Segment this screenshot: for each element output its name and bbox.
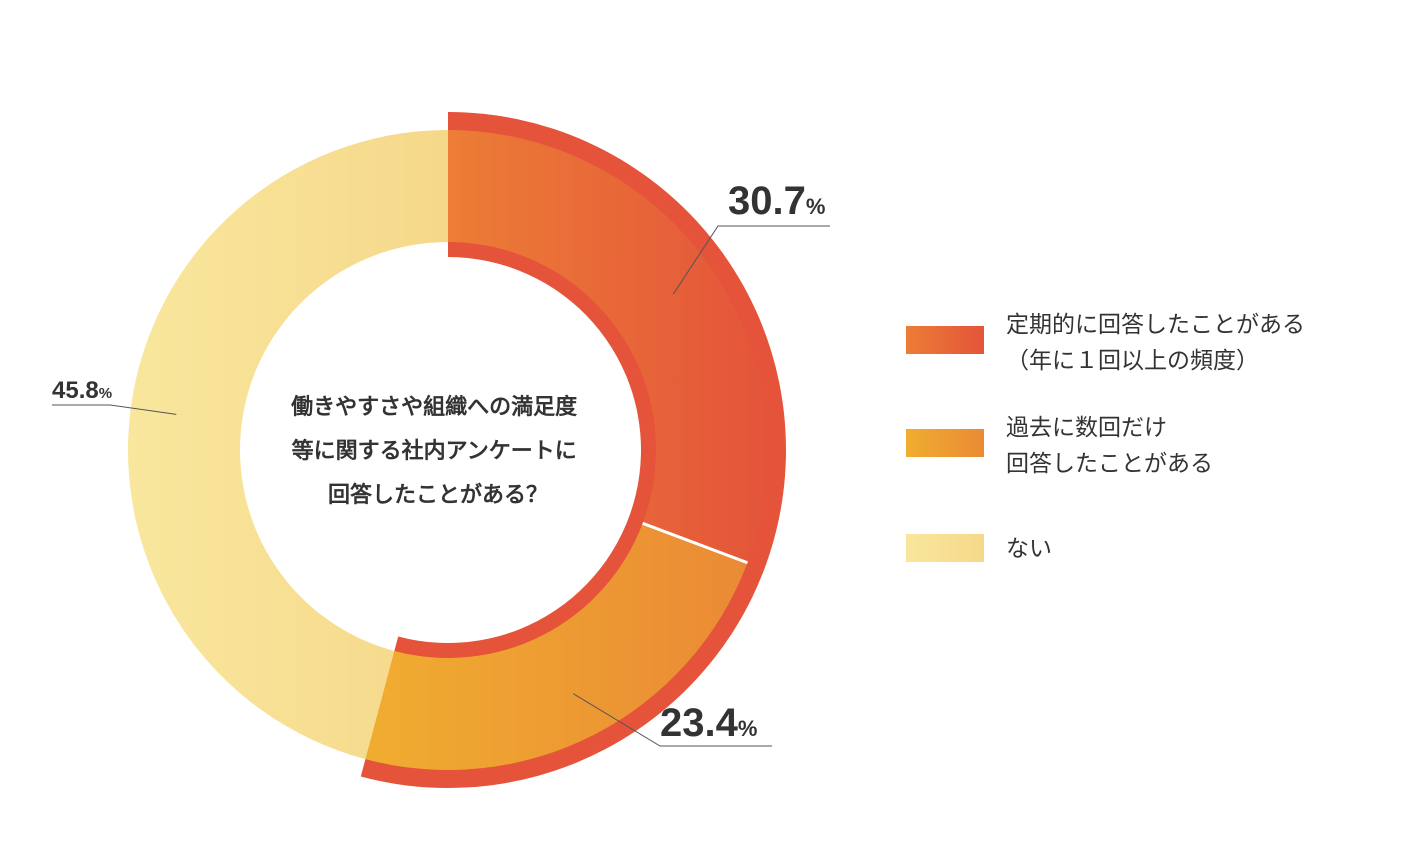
legend-label-1-line-2: （年に１回以上の頻度）: [1006, 348, 1259, 374]
legend-label-2-line-1: 過去に数回だけ: [1006, 415, 1167, 441]
percent-label-3: 45.8%: [52, 377, 112, 404]
percent-unit-2: %: [738, 716, 758, 741]
legend-label-3-line-1: ない: [1006, 536, 1052, 562]
legend-label-2-line-2: 回答したことがある: [1006, 451, 1213, 477]
legend-swatch-1: [906, 326, 984, 354]
leader-line-2: [573, 693, 772, 747]
legend-label-1-line-1: 定期的に回答したことがある: [1006, 312, 1305, 338]
percent-label-1: 30.7%: [728, 179, 825, 223]
center-question: 働きやすさや組織への満足度 等に関する社内アンケートに 回答したことがある？: [290, 394, 585, 508]
donut-slice-1: [448, 130, 768, 563]
percent-value-3: 45.8: [52, 377, 99, 404]
legend-swatch-2: [906, 429, 984, 457]
legend-swatch-3: [906, 534, 984, 562]
percent-value-2: 23.4: [660, 701, 739, 745]
center-question-line-3: 回答したことがある？: [328, 482, 548, 508]
legend-item-3: ない: [906, 534, 1052, 562]
center-question-line-1: 働きやすさや組織への満足度: [290, 394, 578, 420]
legend-item-1: 定期的に回答したことがある （年に１回以上の頻度）: [906, 312, 1305, 374]
leader-lines: [52, 225, 830, 747]
percent-labels: 30.7%23.4%45.8%: [52, 179, 825, 745]
percent-value-1: 30.7: [728, 179, 806, 223]
leader-line-1: [672, 225, 830, 295]
leader-line-3: [52, 404, 177, 415]
percent-label-2: 23.4%: [660, 701, 757, 745]
percent-unit-1: %: [806, 194, 826, 219]
donut-slices: [127, 130, 768, 770]
center-question-line-2: 等に関する社内アンケートに: [292, 438, 577, 464]
slice-separator: [642, 521, 749, 565]
percent-unit-3: %: [99, 385, 112, 402]
legend: 定期的に回答したことがある （年に１回以上の頻度） 過去に数回だけ回答したことがある…: [906, 312, 1305, 562]
donut-slice-2: [365, 523, 748, 770]
donut-slice-3: [127, 130, 448, 760]
